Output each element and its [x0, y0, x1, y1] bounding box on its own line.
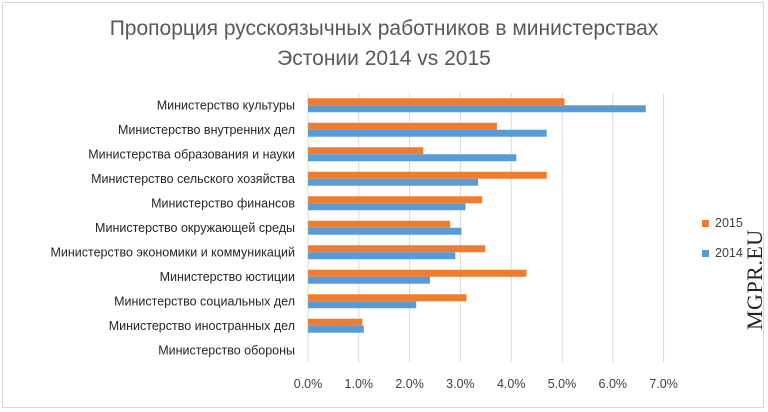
category-label: Министерство сельского хозяйства	[91, 172, 295, 186]
bar-2014	[308, 154, 517, 162]
chart-title-line-2: Эстонии 2014 vs 2015	[277, 47, 491, 70]
bar-2014	[308, 301, 417, 309]
bar-2014	[308, 252, 456, 260]
bar-2014	[308, 105, 646, 113]
category-label: Министерство окружающей среды	[95, 221, 295, 235]
bar-2014	[308, 178, 479, 186]
legend-swatch-2015	[702, 220, 709, 227]
legend: 2015 2014	[702, 216, 743, 260]
category-label: Министерство иностранных дел	[109, 319, 295, 333]
x-tick-labels: 0.0% 1.0% 2.0% 3.0% 4.0% 5.0% 6.0% 7.0%	[294, 377, 678, 391]
watermark: MGPR.EU	[742, 229, 767, 330]
category-label: Министерство обороны	[158, 343, 295, 357]
bar-2015	[308, 269, 527, 277]
bar-2015	[308, 147, 424, 155]
legend-label-2015: 2015	[715, 216, 743, 230]
category-label: Министерства образования и науки	[88, 147, 295, 161]
category-labels: Министерство культуры Министерство внутре…	[50, 98, 295, 357]
category-label: Министерство социальных дел	[114, 294, 295, 308]
bar-2014	[308, 227, 462, 235]
x-tick-label: 5.0%	[548, 377, 577, 391]
bar-2015	[308, 196, 483, 204]
bar-2015	[308, 220, 451, 228]
chart-title: Пропорция русскоязычных работников в мин…	[0, 14, 768, 74]
bar-2015	[308, 171, 547, 179]
bar-2014	[308, 203, 466, 211]
x-tick-label: 7.0%	[649, 377, 678, 391]
bar-2014	[308, 276, 430, 284]
bars	[308, 98, 646, 333]
category-label: Министерство юстиции	[160, 270, 295, 284]
bar-2014	[308, 325, 364, 333]
bar-2015	[308, 245, 486, 253]
x-tick-label: 3.0%	[446, 377, 475, 391]
category-label: Министерство внутренних дел	[118, 123, 295, 137]
legend-label-2014: 2014	[715, 246, 743, 260]
x-tick-label: 1.0%	[345, 377, 374, 391]
x-tick-label: 2.0%	[395, 377, 424, 391]
legend-swatch-2014	[702, 250, 709, 257]
chart-title-line-1: Пропорция русскоязычных работников в мин…	[109, 17, 659, 40]
bar-2015	[308, 98, 565, 106]
chart-frame	[2, 2, 764, 408]
bar-2015	[308, 318, 363, 326]
x-tick-label: 6.0%	[599, 377, 628, 391]
category-label: Министерство культуры	[157, 98, 295, 112]
bar-2014	[308, 129, 547, 137]
x-tick-label: 4.0%	[497, 377, 526, 391]
category-label: Министерство экономики и коммуникаций	[50, 245, 295, 259]
bar-2015	[308, 294, 467, 302]
category-label: Министерство финансов	[151, 196, 295, 210]
bar-2015	[308, 122, 497, 130]
x-tick-label: 0.0%	[294, 377, 323, 391]
